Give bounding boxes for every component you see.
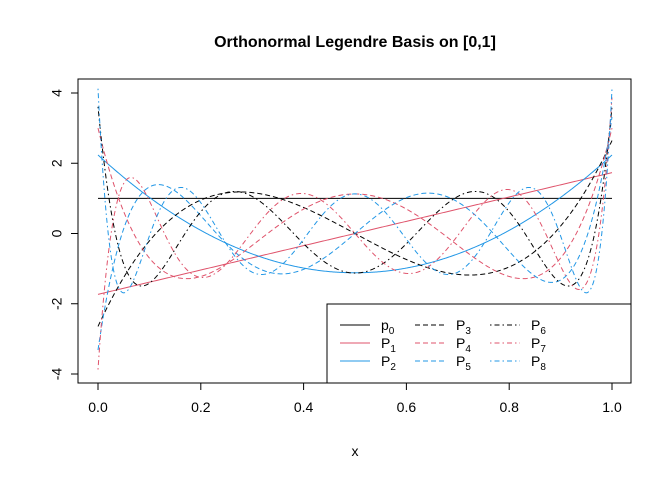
chart-title: Orthonormal Legendre Basis on [0,1] [214, 34, 496, 51]
legend-box [326, 303, 632, 384]
legend-label-subscript: 5 [465, 362, 471, 373]
x-tick-label: 0.0 [88, 399, 108, 415]
legend-label-base: P [456, 317, 465, 333]
legend-label-base: P [531, 335, 540, 351]
legend-label-base: P [381, 335, 390, 351]
legend-label-base: P [531, 317, 540, 333]
legend-label-subscript: 1 [390, 344, 396, 355]
legend-label-base: P [381, 353, 390, 369]
x-tick-label: 0.6 [397, 399, 417, 415]
y-tick-label: 2 [49, 159, 65, 167]
y-tick-label: -4 [49, 368, 65, 381]
y-tick-label: -2 [49, 297, 65, 310]
y-tick-label: 4 [49, 89, 65, 97]
series-lines [97, 88, 613, 370]
legend-label-subscript: 2 [390, 362, 396, 373]
legend-label: p0 [381, 317, 395, 337]
legend-label-base: P [531, 353, 540, 369]
legend-label: P6 [531, 317, 546, 337]
x-tick-label: 0.4 [294, 399, 314, 415]
legend-label: P1 [381, 335, 396, 355]
legend-label-subscript: 3 [465, 326, 471, 337]
series-line-p4 [97, 128, 613, 280]
legend-label: P2 [381, 353, 396, 373]
legend-label-subscript: 8 [540, 362, 546, 373]
legend-label: P3 [456, 317, 471, 337]
series-line-p5 [97, 116, 613, 351]
x-axis: 0.0 0.2 0.4 0.6 0.8 1.0 [88, 382, 622, 415]
x-tick-label: 0.2 [191, 399, 211, 415]
y-axis: -4 -2 0 2 4 [49, 89, 79, 381]
y-tick-label: 0 [49, 229, 65, 237]
legend-label-subscript: 4 [465, 344, 471, 355]
series-line-p8 [97, 88, 613, 294]
legend-label-subscript: 6 [540, 326, 546, 337]
legend-label: P8 [531, 353, 546, 373]
legend-label-subscript: 7 [540, 344, 546, 355]
legend-label-base: P [456, 335, 465, 351]
legend-label: P5 [456, 353, 471, 373]
legend-label-base: p [381, 317, 389, 333]
legend-label: P7 [531, 335, 546, 355]
legend-label-base: P [456, 353, 465, 369]
legend-label: P4 [456, 335, 471, 355]
x-tick-label: 1.0 [602, 399, 622, 415]
legend-label-subscript: 0 [389, 326, 395, 337]
series-line-p6 [97, 106, 613, 287]
x-axis-label: x [352, 443, 359, 459]
x-tick-label: 0.8 [499, 399, 519, 415]
